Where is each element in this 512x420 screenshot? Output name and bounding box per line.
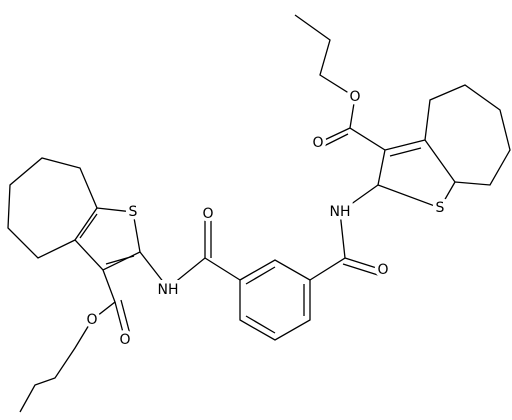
bond <box>389 147 422 157</box>
ring <box>7 157 98 259</box>
atom-label: NH <box>330 204 351 220</box>
ring <box>74 207 141 271</box>
atom-label: S <box>436 200 445 216</box>
atom-label: NH <box>158 282 179 298</box>
bond <box>294 14 386 151</box>
ring <box>239 259 311 341</box>
bond <box>79 213 98 239</box>
atom-label: O <box>377 262 388 278</box>
bond <box>245 315 276 334</box>
atom-label: S <box>129 204 138 220</box>
atom-label: O <box>312 135 323 151</box>
bond <box>105 255 135 265</box>
atom-labels: O O S NH O O NH S O O <box>83 86 448 352</box>
bond <box>309 184 379 281</box>
bond <box>139 251 241 289</box>
ring <box>377 139 456 209</box>
bond <box>342 263 382 277</box>
ring <box>424 84 511 186</box>
bonds <box>7 14 511 413</box>
atom-label: O <box>119 332 130 348</box>
bond <box>120 299 132 339</box>
atom-label: O <box>86 312 97 328</box>
bond <box>19 269 116 413</box>
atom-label: O <box>349 89 360 105</box>
bond <box>114 301 126 341</box>
bond <box>344 257 384 271</box>
bond <box>317 127 351 144</box>
atom-label: O <box>202 206 213 222</box>
bond <box>319 133 349 149</box>
bond <box>245 266 276 285</box>
